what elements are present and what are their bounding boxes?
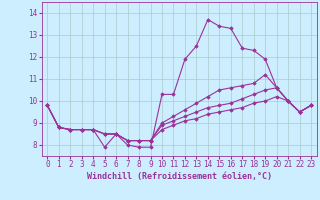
X-axis label: Windchill (Refroidissement éolien,°C): Windchill (Refroidissement éolien,°C) [87, 172, 272, 181]
